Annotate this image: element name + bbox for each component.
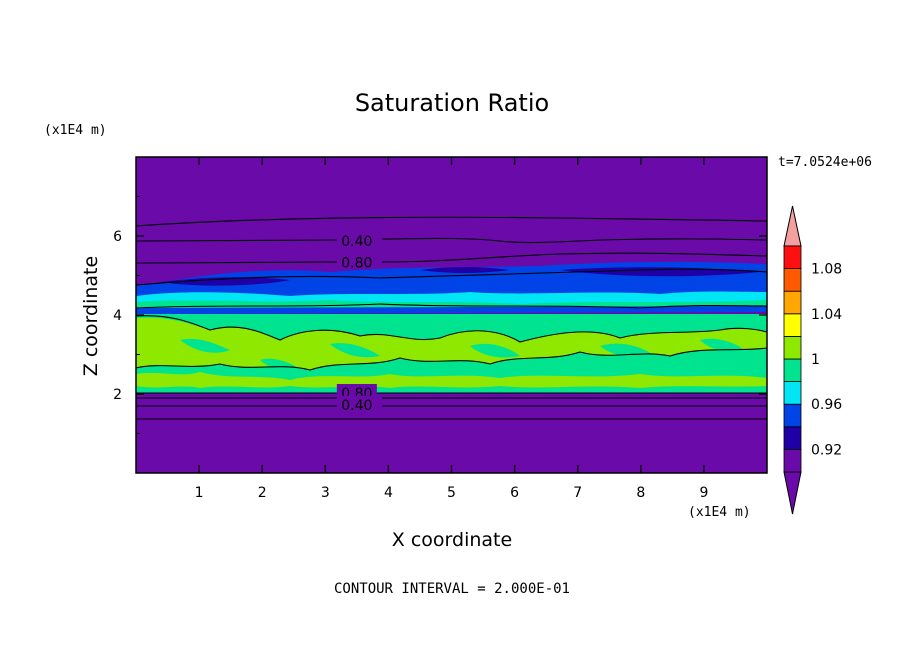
- colorbar: 1.08 1.04 1 0.96 0.92: [783, 205, 842, 515]
- x-tick-label: 5: [447, 485, 456, 501]
- contour-lines: [136, 216, 767, 420]
- contour-label: 0.40: [341, 234, 372, 250]
- contour-label: 0.40: [341, 398, 372, 414]
- contour-interval-note: CONTOUR INTERVAL = 2.000E-01: [334, 581, 570, 597]
- x-unit-label: (x1E4 m): [688, 505, 751, 520]
- y-tick-label: 6: [113, 229, 122, 245]
- colorbar-segment: [783, 245, 802, 270]
- x-tick-label: 1: [195, 485, 204, 501]
- y-axis-title: Z coordinate: [80, 256, 102, 376]
- x-ticks: 1 2 3 4 5 6 7 8 9: [195, 157, 708, 501]
- colorbar-tick-label: 0.92: [811, 442, 842, 458]
- thin-blue-band: [136, 306, 767, 314]
- colorbar-segment: [783, 448, 802, 473]
- colorbar-segment: [783, 335, 802, 360]
- colorbar-under-arrow: [783, 471, 802, 515]
- y-ticks: 2 4 6: [113, 196, 767, 434]
- contour-label-bg: [336, 253, 377, 269]
- x-tick-label: 4: [384, 485, 393, 501]
- y-tick-label: 4: [113, 308, 122, 324]
- colorbar-segment: [783, 358, 802, 383]
- contour-label-layer: 0.400.800.800.40: [336, 231, 377, 414]
- x-axis-title: X coordinate: [392, 529, 512, 551]
- x-tick-label: 8: [636, 485, 645, 501]
- time-label: t=7.0524e+06: [778, 155, 872, 170]
- x-tick-label: 7: [573, 485, 582, 501]
- colorbar-tick-label: 1.04: [811, 307, 842, 323]
- colorbar-over-arrow: [783, 205, 802, 247]
- colorbar-segment: [783, 313, 802, 337]
- upper-cloud-darkblue: [160, 267, 760, 286]
- lower-cloud-yellowgreen-2: [136, 372, 767, 388]
- y-unit-label: (x1E4 m): [44, 123, 107, 138]
- colorbar-tick-label: 0.96: [811, 397, 842, 413]
- x-tick-label: 9: [699, 485, 708, 501]
- colorbar-tick-label: 1: [811, 352, 820, 368]
- x-tick-label: 6: [510, 485, 519, 501]
- plot-field: [136, 157, 767, 473]
- colorbar-segment: [783, 268, 802, 292]
- lower-cloud-yellowgreen-1: [136, 317, 767, 370]
- contour-label-bg: [336, 384, 377, 399]
- lower-cloud-green-patches: [180, 338, 744, 374]
- chart-title: Saturation Ratio: [355, 89, 549, 117]
- colorbar-tick-label: 1.08: [811, 262, 842, 278]
- colorbar-segment: [783, 381, 802, 405]
- contour-label-bg: [336, 231, 377, 247]
- y-tick-label: 2: [113, 387, 122, 403]
- contour-label-bg: [336, 395, 377, 411]
- x-tick-label: 2: [258, 485, 267, 501]
- x-tick-label: 3: [321, 485, 330, 501]
- colorbar-segment: [783, 426, 802, 450]
- contour-label: 0.80: [341, 256, 372, 272]
- colorbar-segment: [783, 290, 802, 315]
- colorbar-segment: [783, 403, 802, 428]
